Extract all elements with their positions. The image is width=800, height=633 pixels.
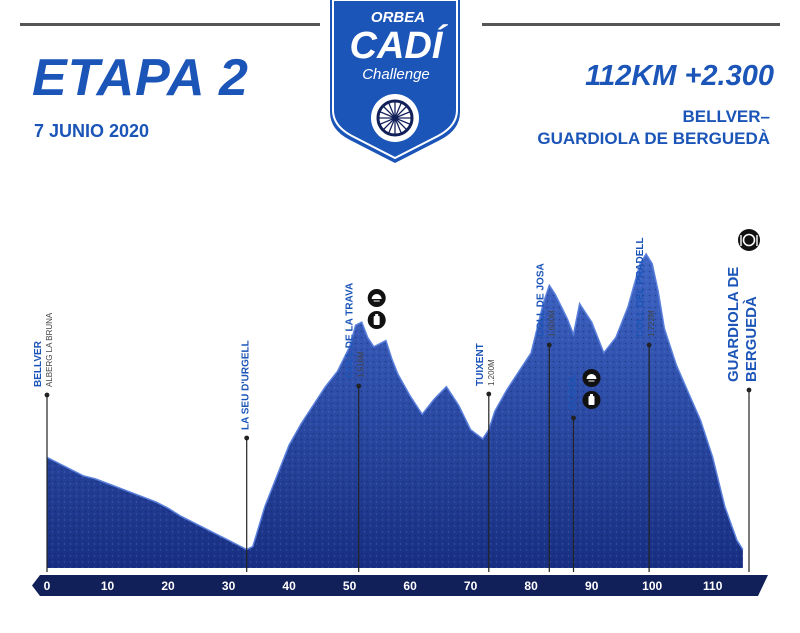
waypoint: GUARDIOLA DE BERGUEDÀ	[725, 229, 760, 572]
waypoint: COLL DEL PRADELL 1.722M	[635, 237, 656, 572]
waypoint-dot	[244, 435, 250, 441]
bottle-cap	[375, 314, 379, 317]
waypoint-name-2: BERGUEDÀ	[743, 296, 760, 382]
x-tick-label: 90	[585, 579, 599, 593]
axis-bar	[32, 575, 768, 596]
x-tick-label: 40	[282, 579, 296, 593]
waypoint-dot	[571, 415, 576, 421]
waypoint-name: BELLVER	[33, 340, 44, 387]
waypoint-altitude: 1.516M	[357, 351, 366, 378]
logo-shield	[330, 0, 460, 163]
waypoint-dot	[486, 391, 492, 397]
waypoint-altitude: 1.722M	[647, 310, 656, 337]
x-tick-label: 80	[524, 579, 538, 593]
waypoint-markers: BELLVER ALBERG LA BRUNA LA SEU D'URGELL COL…	[33, 229, 760, 572]
elevation-profile	[46, 252, 744, 568]
waypoint: BELLVER ALBERG LA BRUNA	[33, 312, 54, 572]
waypoint-dot	[44, 392, 50, 398]
waypoint: COLL DE LA TRAVA 1.516M	[345, 283, 386, 572]
fruit-shape	[371, 294, 382, 299]
logo-subtitle: Challenge	[362, 66, 430, 83]
stage-title: ETAPA 2	[32, 49, 249, 107]
meal-icon	[738, 229, 760, 251]
x-tick-label: 100	[642, 579, 662, 593]
x-tick-label: 30	[222, 579, 236, 593]
bottle-cap	[590, 394, 593, 397]
waypoint: TUIXENT 1.200M	[475, 343, 496, 572]
stage-route: BELLVER– GUARDIOLA DE BERGUEDÀ	[537, 106, 770, 150]
drink-icon	[582, 391, 601, 409]
drink-icon	[367, 311, 386, 329]
wheel-icon	[371, 94, 419, 142]
logo-brand: ORBEA	[371, 9, 425, 26]
bottle-shape	[373, 316, 380, 325]
waypoint-altitude: 1.200M	[487, 359, 496, 386]
food-icon	[367, 289, 386, 307]
stage-date: 7 JUNIO 2020	[34, 121, 150, 141]
distance-axis: 0 10 20 30 40 50 60 70 80 90 100 110	[32, 575, 768, 596]
x-tick-label: 0	[44, 579, 51, 593]
header-rule-right	[482, 23, 780, 26]
x-tick-label: 70	[464, 579, 478, 593]
waypoint-name: COLL DE JOSA	[535, 263, 546, 337]
route-end: GUARDIOLA DE BERGUEDÀ	[537, 129, 770, 148]
waypoint-altitude: ALBERG LA BRUNA	[45, 312, 54, 387]
x-tick-label: 50	[343, 579, 357, 593]
x-tick-label: 110	[703, 579, 723, 593]
waypoint-name: COLL DEL PRADELL	[635, 237, 646, 337]
logo-name: CADÍ	[350, 23, 449, 67]
x-tick-label: 20	[161, 579, 175, 593]
event-logo: ORBEA CADÍ Challenge	[330, 0, 460, 163]
waypoint-name: GÓSOL	[566, 374, 579, 410]
waypoint-name: COLL DE LA TRAVA	[345, 283, 356, 378]
waypoint-name: TUIXENT	[475, 343, 486, 386]
header-rule-left	[20, 23, 320, 26]
x-tick-label: 60	[403, 579, 417, 593]
waypoint-dot	[646, 342, 652, 348]
stage-distance-elevation: 112KM +2.300	[585, 60, 774, 92]
waypoint-dot	[356, 383, 362, 389]
plate-shape	[742, 233, 756, 247]
waypoint-dot	[546, 342, 552, 348]
route-start: BELLVER–	[682, 107, 770, 126]
waypoint: COLL DE JOSA 1.600M	[535, 263, 556, 572]
waypoint-altitude: 1.600M	[547, 310, 556, 337]
waypoint: GÓSOL	[566, 369, 601, 572]
service-badge	[738, 229, 760, 251]
waypoint-name: LA SEU D'URGELL	[241, 340, 252, 430]
waypoint-name: GUARDIOLA DE	[725, 267, 742, 382]
waypoint: LA SEU D'URGELL	[241, 340, 252, 572]
bottle-shape	[588, 396, 595, 405]
food-icon	[582, 369, 601, 387]
fruit-shape	[586, 374, 597, 379]
profile-line	[46, 252, 744, 551]
x-tick-label: 10	[101, 579, 115, 593]
waypoint-dot	[746, 387, 752, 393]
logo-shield-border	[332, 0, 458, 160]
profile-texture	[47, 254, 743, 568]
